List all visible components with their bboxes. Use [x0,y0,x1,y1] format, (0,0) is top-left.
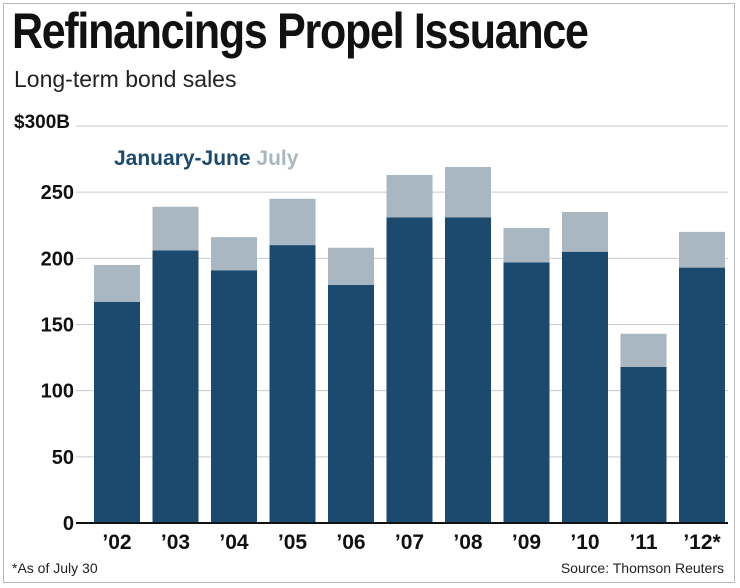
footnote: *As of July 30 [12,560,98,576]
legend: January-June July [114,147,299,170]
bar-jan-june-7 [503,262,550,523]
bar-jan-june-9 [620,366,667,523]
x-tick-label: ’08 [453,531,483,554]
y-tick-label: 100 [41,381,74,403]
x-tick-label: ’12* [683,531,721,554]
x-tick-label: ’06 [336,531,365,554]
x-tick-label: ’07 [395,531,424,554]
y-tick-label: $300B [14,112,70,133]
bar-july-0 [94,264,140,303]
bar-jan-june-3 [269,245,316,523]
bar-july-2 [211,237,257,271]
x-tick-label: ’03 [161,531,190,554]
bar-jan-june-1 [152,250,199,524]
source-credit: Source: Thomson Reuters [560,560,724,576]
bar-jan-june-5 [386,217,433,523]
chart-subtitle: Long-term bond sales [14,66,237,92]
bar-july-4 [328,247,374,285]
bar-july-10 [679,231,725,268]
bar-jan-june-2 [211,270,257,523]
y-tick-label: 150 [41,315,74,337]
bar-july-1 [152,206,199,251]
bar-july-7 [503,227,550,263]
y-tick-label: 0 [63,513,74,535]
x-tick-label: ’10 [570,531,599,554]
bar-july-5 [386,174,433,218]
bar-jan-june-10 [679,267,725,523]
chart-title: Refinancings Propel Issuance [12,3,589,59]
y-tick-label: 250 [41,182,74,204]
x-tick-label: ’02 [102,531,131,554]
bar-jan-june-8 [562,251,608,523]
x-tick-label: ’09 [512,531,541,554]
bar-jan-june-4 [328,284,374,523]
chart-frame [3,3,735,583]
legend-jan-june: January-June [114,147,256,170]
bar-jan-june-6 [445,217,491,523]
x-tick-label: ’04 [219,531,249,554]
bar-jan-june-0 [94,302,140,523]
bar-july-8 [562,212,608,252]
x-tick-label: ’11 [629,531,657,554]
y-tick-label: 50 [52,447,74,469]
bar-july-9 [620,333,667,367]
y-tick-label: 200 [41,248,74,270]
bar-july-3 [269,198,316,246]
x-tick-label: ’05 [278,531,308,554]
bar-july-6 [445,167,491,218]
legend-july: July [256,147,298,170]
